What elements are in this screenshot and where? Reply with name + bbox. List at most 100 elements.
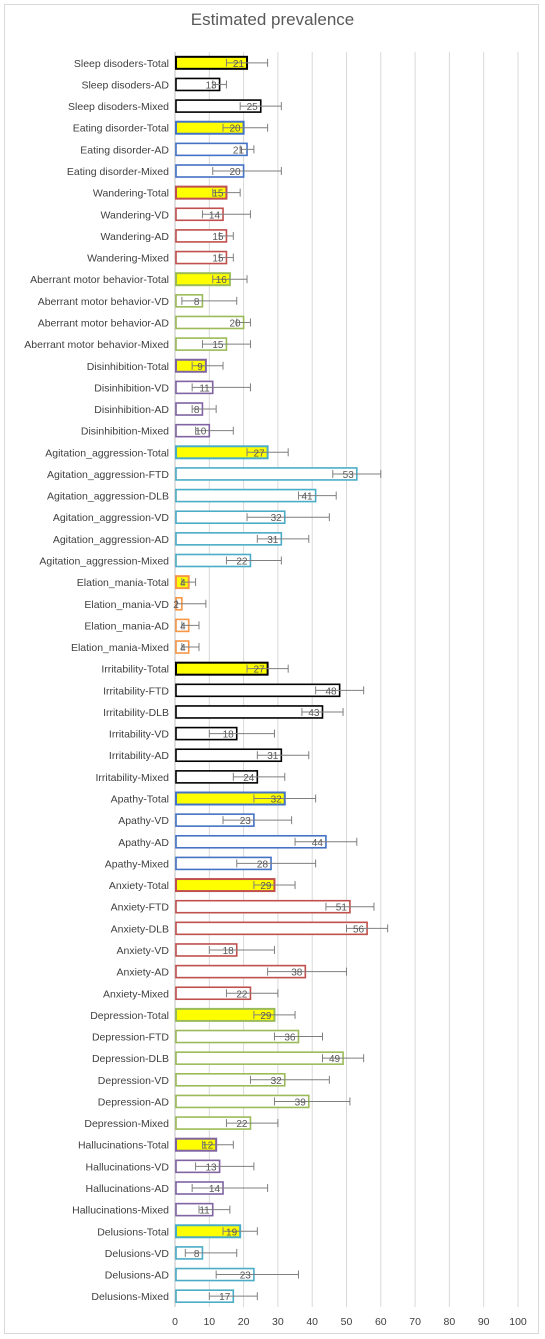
data-label: 18 (223, 730, 235, 741)
data-label: 8 (194, 1249, 200, 1260)
data-label: 56 (353, 924, 365, 935)
category-label: Anxiety-Total (109, 880, 169, 892)
category-label: Eating disorder-Total (73, 123, 169, 135)
data-label: 20 (229, 167, 241, 178)
category-label: Wandering-Mixed (87, 253, 169, 265)
data-label: 23 (240, 1271, 252, 1282)
data-label: 21 (233, 145, 245, 156)
x-tick-label: 0 (172, 1316, 178, 1328)
category-label: Agitation_aggression-Mixed (39, 555, 169, 567)
category-label: Delusions-VD (105, 1248, 170, 1260)
data-label: 14 (209, 210, 221, 221)
data-label: 11 (199, 383, 210, 394)
category-label: Irritability-Mixed (95, 772, 169, 784)
category-label: Wandering-Total (93, 188, 169, 200)
data-label: 32 (271, 1076, 283, 1087)
category-label: Disinhibition-VD (94, 382, 169, 394)
category-label: Sleep disoders-Mixed (68, 101, 169, 113)
data-label: 15 (212, 189, 224, 200)
data-label: 22 (236, 556, 248, 567)
data-label: 11 (199, 1206, 210, 1217)
category-label: Anxiety-VD (116, 945, 169, 957)
category-label: Aberrant motor behavior-Total (30, 274, 169, 286)
category-label: Hallucinations-Mixed (72, 1205, 169, 1217)
data-label: 22 (236, 1119, 248, 1130)
category-label: Irritability-DLB (103, 707, 169, 719)
category-label: Depression-FTD (92, 1032, 169, 1044)
data-label: 22 (236, 989, 248, 1000)
category-label: Elation_mania-Mixed (71, 642, 169, 654)
category-label: Irritability-FTD (103, 685, 169, 697)
data-label: 16 (216, 275, 228, 286)
category-label: Irritability-AD (109, 750, 170, 762)
data-label: 8 (194, 297, 200, 308)
data-label: 20 (229, 124, 241, 135)
category-label: Disinhibition-Total (87, 361, 169, 373)
x-tick-label: 50 (341, 1316, 353, 1328)
category-label: Aberrant motor behavior-AD (38, 317, 170, 329)
category-label: Apathy-Mixed (105, 858, 169, 870)
category-label: Depression-DLB (92, 1053, 169, 1065)
category-label: Depression-VD (98, 1075, 170, 1087)
data-label: 23 (240, 816, 252, 827)
category-label: Aberrant motor behavior-Mixed (24, 339, 169, 351)
data-label: 29 (260, 881, 272, 892)
data-label: 43 (308, 708, 320, 719)
data-label: 4 (180, 643, 186, 654)
data-label: 53 (343, 470, 355, 481)
category-label: Eating disorder-Mixed (67, 166, 169, 178)
bar (175, 488, 317, 503)
data-label: 8 (194, 405, 200, 416)
data-label: 28 (257, 859, 269, 870)
data-label: 27 (253, 665, 265, 676)
data-label: 10 (195, 427, 207, 438)
data-label: 4 (180, 621, 186, 632)
category-label: Irritability-Total (101, 664, 169, 676)
bar (175, 899, 351, 914)
category-label: Disinhibition-AD (94, 404, 169, 416)
category-label: Irritability-VD (109, 729, 170, 741)
data-label: 13 (205, 80, 217, 91)
x-tick-label: 10 (203, 1316, 215, 1328)
x-tick-label: 20 (238, 1316, 250, 1328)
data-label: 13 (205, 1162, 217, 1173)
category-label: Anxiety-DLB (111, 923, 169, 935)
category-label: Anxiety-Mixed (103, 988, 169, 1000)
bar (175, 921, 368, 936)
x-tick-label: 40 (306, 1316, 318, 1328)
category-label: Depression-Mixed (84, 1118, 169, 1130)
category-label: Elation_mania-AD (84, 620, 169, 632)
category-label: Agitation_aggression-Total (45, 447, 169, 459)
data-label: 12 (202, 1141, 214, 1152)
category-label: Wandering-VD (101, 209, 170, 221)
category-label: Agitation_aggression-AD (53, 534, 170, 546)
x-tick-label: 90 (478, 1316, 490, 1328)
x-tick-label: 60 (375, 1316, 387, 1328)
category-label: Hallucinations-VD (86, 1161, 170, 1173)
data-label: 49 (329, 1054, 341, 1065)
data-label: 14 (209, 1184, 221, 1195)
bar (175, 705, 324, 719)
x-tick-label: 30 (272, 1316, 284, 1328)
data-label: 41 (302, 492, 314, 503)
category-label: Anxiety-AD (116, 967, 169, 979)
data-label: 2 (173, 600, 179, 611)
data-label: 44 (312, 838, 324, 849)
data-label: 25 (247, 102, 259, 113)
data-label: 15 (212, 232, 224, 243)
bar (175, 467, 358, 481)
category-label: Apathy-Total (111, 794, 169, 806)
data-label: 15 (212, 340, 224, 351)
data-label: 20 (229, 318, 241, 329)
category-label: Apathy-VD (118, 815, 169, 827)
data-label: 31 (267, 535, 279, 546)
x-tick-label: 70 (409, 1316, 421, 1328)
category-label: Aberrant motor behavior-VD (38, 296, 170, 308)
category-label: Anxiety-FTD (111, 902, 170, 914)
data-label: 48 (326, 686, 338, 697)
category-label: Delusions-Mixed (91, 1291, 169, 1303)
data-label: 4 (180, 578, 186, 589)
category-label: Agitation_aggression-DLB (47, 491, 169, 503)
category-label: Depression-AD (98, 1096, 170, 1108)
